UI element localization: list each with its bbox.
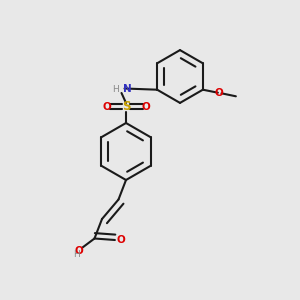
Text: O: O	[75, 246, 84, 256]
Text: O: O	[215, 88, 224, 98]
Text: S: S	[122, 100, 130, 113]
Text: H: H	[112, 85, 119, 94]
Text: H: H	[73, 250, 80, 259]
Text: O: O	[116, 235, 125, 245]
Text: N: N	[123, 84, 132, 94]
Text: O: O	[141, 101, 150, 112]
Text: O: O	[102, 101, 111, 112]
